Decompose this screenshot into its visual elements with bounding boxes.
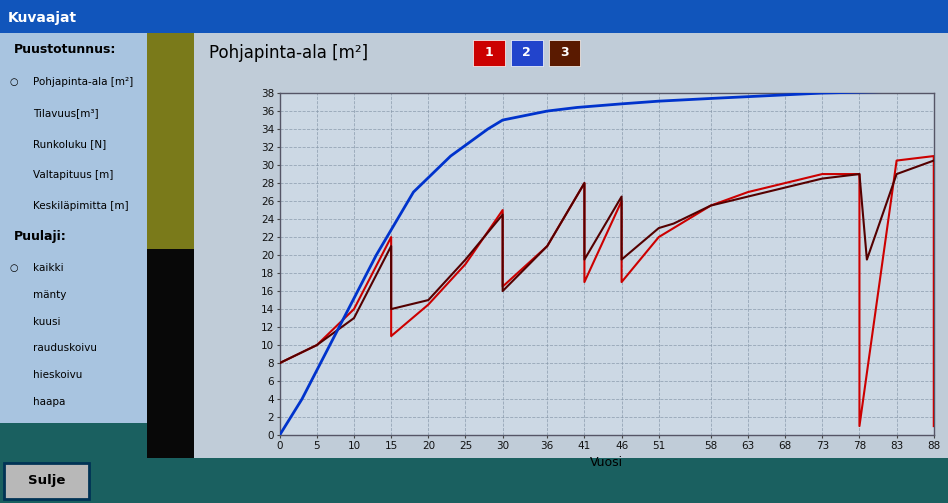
Text: 2: 2 bbox=[522, 46, 531, 59]
Text: ○: ○ bbox=[9, 77, 18, 88]
Text: Keskiläpimitta [m]: Keskiläpimitta [m] bbox=[33, 201, 129, 211]
Text: haapa: haapa bbox=[33, 397, 65, 407]
Text: hieskoivu: hieskoivu bbox=[33, 370, 82, 380]
Text: ○: ○ bbox=[9, 263, 18, 273]
Text: kaikki: kaikki bbox=[33, 263, 64, 273]
Text: mänty: mänty bbox=[33, 290, 66, 300]
Bar bbox=[549, 40, 580, 66]
Text: 1: 1 bbox=[484, 46, 493, 59]
Text: Runkoluku [N]: Runkoluku [N] bbox=[33, 139, 106, 149]
Text: rauduskoivu: rauduskoivu bbox=[33, 344, 97, 354]
Text: Kuvaajat: Kuvaajat bbox=[8, 11, 77, 25]
Text: Valtapituus [m]: Valtapituus [m] bbox=[33, 171, 114, 181]
Text: harmaaleppä: harmaaleppä bbox=[33, 424, 102, 434]
Text: Pohjapinta-ala [m²]: Pohjapinta-ala [m²] bbox=[210, 44, 369, 62]
Text: Tilavuus[m³]: Tilavuus[m³] bbox=[33, 108, 99, 118]
Text: 3: 3 bbox=[560, 46, 569, 59]
Text: muu havupuu: muu havupuu bbox=[33, 477, 105, 487]
Text: kuusi: kuusi bbox=[33, 316, 61, 326]
Text: Sulje: Sulje bbox=[27, 474, 65, 487]
FancyBboxPatch shape bbox=[4, 463, 89, 499]
X-axis label: Vuosi: Vuosi bbox=[591, 456, 623, 469]
Text: Puustotunnus:: Puustotunnus: bbox=[13, 43, 116, 56]
Bar bbox=[511, 40, 542, 66]
Bar bbox=[473, 40, 505, 66]
Text: tervaleppä: tervaleppä bbox=[33, 451, 89, 461]
Text: Puulaji:: Puulaji: bbox=[13, 230, 66, 243]
Text: Pohjapinta-ala [m²]: Pohjapinta-ala [m²] bbox=[33, 77, 134, 88]
